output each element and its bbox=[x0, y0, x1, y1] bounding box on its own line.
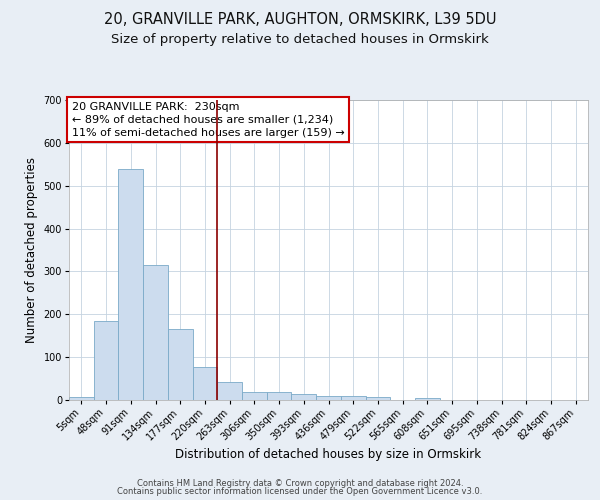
Bar bbox=[217, 382, 242, 400]
Y-axis label: Number of detached properties: Number of detached properties bbox=[25, 157, 38, 343]
Bar bbox=[365, 396, 390, 400]
Bar bbox=[69, 396, 94, 400]
Bar bbox=[143, 265, 168, 400]
Bar bbox=[267, 392, 292, 400]
Text: 20 GRANVILLE PARK:  230sqm
← 89% of detached houses are smaller (1,234)
11% of s: 20 GRANVILLE PARK: 230sqm ← 89% of detac… bbox=[71, 102, 344, 138]
Text: 20, GRANVILLE PARK, AUGHTON, ORMSKIRK, L39 5DU: 20, GRANVILLE PARK, AUGHTON, ORMSKIRK, L… bbox=[104, 12, 496, 28]
Bar bbox=[292, 394, 316, 400]
X-axis label: Distribution of detached houses by size in Ormskirk: Distribution of detached houses by size … bbox=[175, 448, 482, 460]
Bar bbox=[193, 366, 217, 400]
Text: Size of property relative to detached houses in Ormskirk: Size of property relative to detached ho… bbox=[111, 32, 489, 46]
Bar bbox=[316, 396, 341, 400]
Text: Contains HM Land Registry data © Crown copyright and database right 2024.: Contains HM Land Registry data © Crown c… bbox=[137, 478, 463, 488]
Bar bbox=[415, 398, 440, 400]
Text: Contains public sector information licensed under the Open Government Licence v3: Contains public sector information licen… bbox=[118, 487, 482, 496]
Bar bbox=[168, 330, 193, 400]
Bar bbox=[94, 320, 118, 400]
Bar bbox=[242, 392, 267, 400]
Bar bbox=[341, 396, 365, 400]
Bar bbox=[118, 168, 143, 400]
